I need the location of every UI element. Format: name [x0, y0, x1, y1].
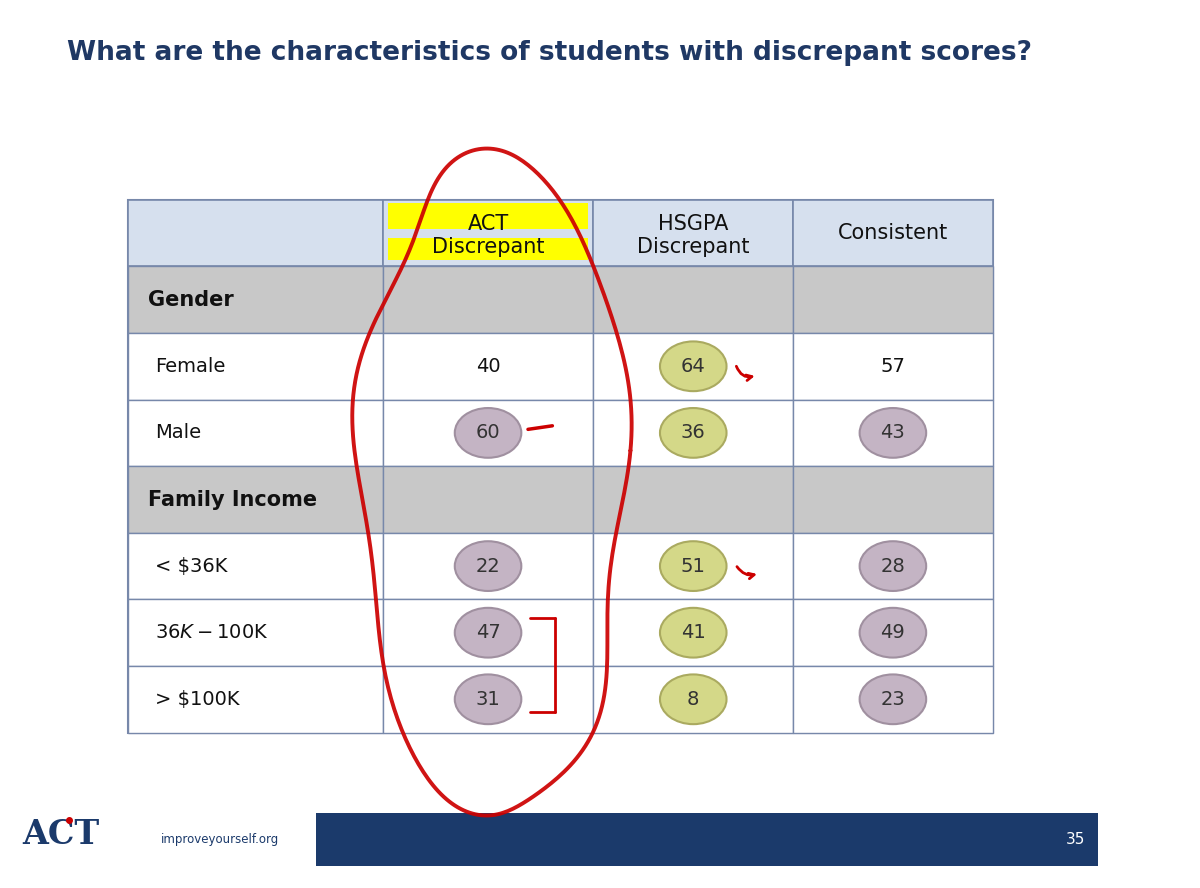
Text: 36: 36 — [680, 424, 706, 442]
FancyBboxPatch shape — [594, 466, 793, 533]
Text: 28: 28 — [881, 557, 905, 575]
Text: ACT: ACT — [468, 214, 509, 234]
Ellipse shape — [660, 608, 726, 658]
FancyBboxPatch shape — [383, 400, 594, 466]
Text: 43: 43 — [881, 424, 905, 442]
Text: 49: 49 — [881, 623, 905, 642]
FancyBboxPatch shape — [793, 599, 992, 666]
Text: 22: 22 — [475, 557, 500, 575]
Text: > $100K: > $100K — [155, 690, 240, 709]
FancyBboxPatch shape — [389, 237, 588, 260]
FancyBboxPatch shape — [793, 333, 992, 400]
Text: Female: Female — [155, 357, 226, 376]
FancyBboxPatch shape — [383, 666, 594, 733]
FancyBboxPatch shape — [793, 200, 992, 266]
Ellipse shape — [660, 408, 726, 458]
FancyBboxPatch shape — [793, 666, 992, 733]
Ellipse shape — [660, 342, 726, 392]
FancyBboxPatch shape — [594, 266, 793, 333]
Text: 23: 23 — [881, 690, 905, 709]
FancyBboxPatch shape — [594, 400, 793, 466]
Ellipse shape — [859, 542, 926, 591]
FancyBboxPatch shape — [793, 400, 992, 466]
FancyBboxPatch shape — [127, 333, 383, 400]
Text: 64: 64 — [680, 357, 706, 376]
Ellipse shape — [455, 408, 521, 458]
FancyBboxPatch shape — [127, 266, 383, 333]
FancyBboxPatch shape — [793, 533, 992, 599]
FancyBboxPatch shape — [793, 266, 992, 333]
Text: 60: 60 — [475, 424, 500, 442]
FancyBboxPatch shape — [383, 333, 594, 400]
Text: 40: 40 — [475, 357, 500, 376]
Text: Male: Male — [155, 424, 202, 442]
FancyBboxPatch shape — [127, 200, 383, 266]
FancyBboxPatch shape — [594, 333, 793, 400]
FancyBboxPatch shape — [793, 466, 992, 533]
FancyBboxPatch shape — [383, 466, 594, 533]
Ellipse shape — [660, 675, 726, 725]
FancyBboxPatch shape — [594, 666, 793, 733]
Text: 31: 31 — [475, 690, 500, 709]
FancyBboxPatch shape — [127, 466, 383, 533]
Text: 47: 47 — [475, 623, 500, 642]
FancyBboxPatch shape — [316, 813, 1098, 866]
Text: Consistent: Consistent — [838, 223, 948, 243]
Text: 8: 8 — [688, 690, 700, 709]
Text: 57: 57 — [881, 357, 905, 376]
Text: Discrepant: Discrepant — [432, 237, 545, 258]
Text: ACT: ACT — [23, 818, 100, 852]
Ellipse shape — [859, 608, 926, 658]
FancyBboxPatch shape — [127, 666, 383, 733]
FancyBboxPatch shape — [383, 266, 594, 333]
FancyBboxPatch shape — [127, 400, 383, 466]
FancyBboxPatch shape — [127, 599, 383, 666]
FancyBboxPatch shape — [594, 599, 793, 666]
Ellipse shape — [455, 675, 521, 725]
Text: $36K-$100K: $36K-$100K — [155, 623, 269, 642]
Ellipse shape — [455, 608, 521, 658]
FancyBboxPatch shape — [127, 533, 383, 599]
Text: < $36K: < $36K — [155, 557, 228, 575]
FancyBboxPatch shape — [383, 599, 594, 666]
Text: What are the characteristics of students with discrepant scores?: What are the characteristics of students… — [66, 40, 1032, 66]
Text: 41: 41 — [680, 623, 706, 642]
Text: 35: 35 — [1066, 832, 1085, 846]
Text: Discrepant: Discrepant — [637, 237, 750, 258]
Ellipse shape — [859, 675, 926, 725]
Ellipse shape — [455, 542, 521, 591]
Text: Family Income: Family Income — [148, 489, 317, 510]
Text: Gender: Gender — [148, 289, 233, 310]
FancyBboxPatch shape — [594, 533, 793, 599]
FancyBboxPatch shape — [389, 203, 588, 228]
FancyBboxPatch shape — [383, 200, 594, 266]
FancyBboxPatch shape — [127, 200, 992, 733]
Text: improveyourself.org: improveyourself.org — [161, 833, 280, 845]
Text: 51: 51 — [680, 557, 706, 575]
Ellipse shape — [660, 542, 726, 591]
FancyBboxPatch shape — [594, 200, 793, 266]
Text: HSGPA: HSGPA — [658, 214, 728, 234]
FancyBboxPatch shape — [383, 533, 594, 599]
Ellipse shape — [859, 408, 926, 458]
